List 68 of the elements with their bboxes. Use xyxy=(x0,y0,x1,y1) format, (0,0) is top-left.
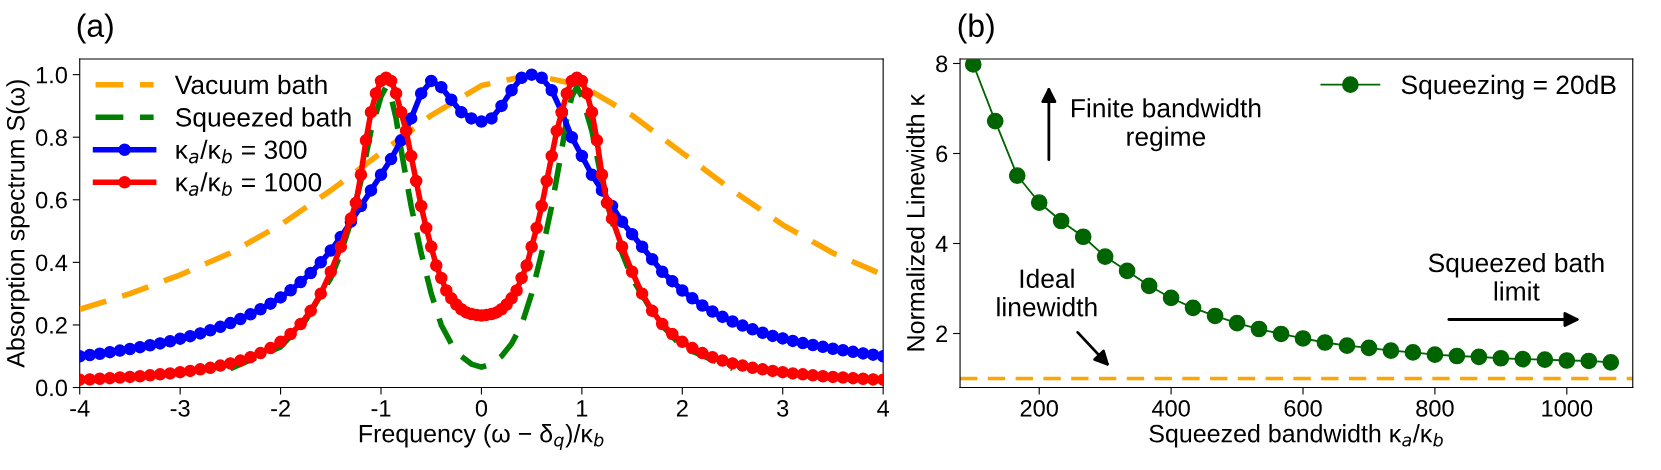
annotation: Squeezed bath limit xyxy=(1428,252,1604,301)
y-axis-title: Absorption spectrum S(ω) xyxy=(6,80,30,368)
point xyxy=(1052,212,1070,230)
point xyxy=(1602,353,1620,371)
y-tick-label: 2 xyxy=(936,325,948,343)
point xyxy=(1250,320,1268,338)
x-tick-label: 800 xyxy=(1416,399,1454,417)
point xyxy=(1074,228,1092,246)
y-tick-label: 0.6 xyxy=(36,191,67,209)
x-tick-label: 1000 xyxy=(1542,399,1593,417)
point xyxy=(1118,262,1136,280)
x-axis-title: Squeezed bandwidth κ$_{a}$/κ$_{b}$ xyxy=(1149,424,1443,448)
point xyxy=(964,58,982,73)
point xyxy=(1558,352,1576,369)
x-tick-label: 3 xyxy=(777,399,789,417)
point xyxy=(1338,337,1356,354)
point xyxy=(1382,342,1400,359)
point xyxy=(1294,330,1312,347)
y-tick-label: 0.0 xyxy=(36,379,67,397)
point xyxy=(1162,289,1180,307)
point xyxy=(1360,339,1378,357)
point xyxy=(1228,314,1246,332)
point xyxy=(1140,277,1158,295)
legend-label: Vacuum bath xyxy=(174,74,327,95)
point xyxy=(1536,351,1554,368)
point xyxy=(1514,350,1532,368)
y-tick-label: 0.2 xyxy=(36,317,67,334)
point xyxy=(1272,325,1290,343)
x-tick-label: -2 xyxy=(271,399,290,417)
x-tick-label: 600 xyxy=(1284,399,1322,417)
annotation: Finite bandwidth regime xyxy=(1071,98,1261,152)
y-tick-label: 4 xyxy=(935,235,948,253)
point xyxy=(1030,194,1048,211)
x-tick-label: 400 xyxy=(1151,399,1190,417)
y-tick-label: 0.8 xyxy=(36,129,67,146)
point xyxy=(1008,167,1026,184)
point xyxy=(1448,347,1466,365)
x-tick-label: 2 xyxy=(676,399,688,417)
x-tick-label: 4 xyxy=(877,400,890,417)
point xyxy=(986,112,1004,130)
point xyxy=(1184,299,1202,317)
chart-title: (b) xyxy=(958,13,994,44)
chart-title: (a) xyxy=(77,13,113,44)
point xyxy=(1096,248,1114,265)
x-tick-label: 1 xyxy=(577,400,588,417)
legend-label: Squeezing = 20dB xyxy=(1401,74,1616,100)
y-tick-label: 6 xyxy=(936,145,948,163)
y-tick-label: 0.4 xyxy=(36,254,68,272)
point xyxy=(1580,352,1598,370)
point xyxy=(1492,349,1510,367)
y-tick-label: 8 xyxy=(936,55,948,73)
point xyxy=(1426,346,1444,363)
x-tick-label: -4 xyxy=(70,400,90,417)
point xyxy=(1470,348,1488,366)
point xyxy=(1316,334,1334,351)
x-tick-label: 0 xyxy=(475,399,488,417)
legend-label: κ$_{a}$/κ$_{b}$ = 1000 xyxy=(176,172,322,196)
x-tick-label: -3 xyxy=(170,399,190,417)
y-axis-title: Normalized Linewidth κ xyxy=(906,93,925,351)
legend-label: κ$_{a}$/κ$_{b}$ = 300 xyxy=(176,139,307,164)
x-axis-title: Frequency (ω − δ$_{q}$)/κ$_{b}$ xyxy=(359,424,604,450)
point xyxy=(1206,307,1224,325)
x-tick-label: -1 xyxy=(371,400,391,417)
point xyxy=(1404,344,1422,361)
annotation: Ideal linewidth xyxy=(997,268,1097,317)
y-tick-label: 1.0 xyxy=(36,66,67,84)
x-tick-label: 200 xyxy=(1020,399,1058,417)
legend-label: Squeezed bath xyxy=(175,107,351,132)
